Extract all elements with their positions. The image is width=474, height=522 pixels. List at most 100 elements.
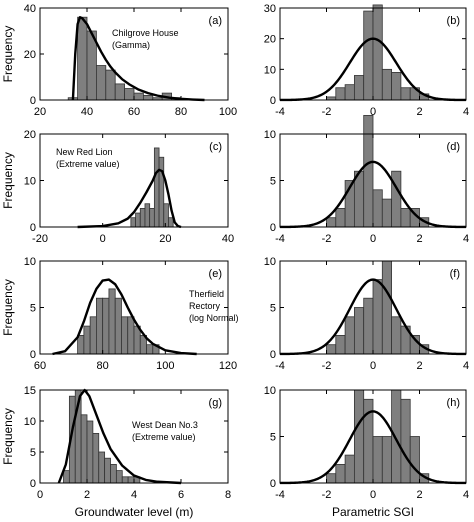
bar [335, 207, 346, 228]
bar [335, 87, 346, 101]
y-tick-label: 5 [270, 432, 276, 444]
bar [115, 470, 123, 484]
bar [102, 297, 110, 355]
bar [400, 87, 411, 101]
x-tick-label: 40 [222, 233, 234, 245]
y-axis-label: Frequency [1, 408, 15, 465]
bar [83, 325, 91, 355]
x-tick-label: 2 [416, 233, 422, 245]
bar [80, 414, 88, 484]
y-tick-label: 5 [30, 447, 36, 459]
x-tick-label: 2 [416, 489, 422, 501]
x-tick-label: 4 [463, 489, 469, 501]
y-tick-label: 10 [24, 256, 36, 268]
x-tick-label: 4 [131, 489, 137, 501]
annotation: West Dean No.3 [132, 420, 198, 430]
bar [391, 316, 402, 355]
x-tick-label: 60 [34, 360, 46, 372]
annotation: Rectory [189, 301, 221, 311]
panel-letter: (e) [209, 268, 222, 280]
panel-letter: (h) [447, 397, 460, 409]
panel-letter: (b) [447, 15, 460, 27]
bar [144, 203, 151, 228]
y-tick-label: 5 [270, 303, 276, 315]
bar [363, 10, 374, 101]
bar [124, 88, 135, 101]
bar [372, 436, 383, 484]
x-tick-label: 0 [37, 489, 43, 501]
bar [96, 65, 107, 101]
bar [98, 451, 106, 484]
bar [127, 476, 135, 484]
bar [372, 189, 383, 228]
x-tick-label: -2 [322, 106, 332, 118]
y-tick-label: 0 [30, 222, 36, 234]
y-tick-label: 10 [264, 64, 276, 76]
x-tick-label: 120 [219, 360, 237, 372]
x-tick-label: 0 [100, 233, 106, 245]
bar [363, 297, 374, 355]
y-tick-label: 0 [30, 349, 36, 361]
x-tick-label: -20 [32, 233, 48, 245]
y-tick-label: 0 [30, 478, 36, 490]
x-tick-label: 40 [81, 106, 93, 118]
x-tick-label: 0 [370, 489, 376, 501]
x-tick-label: 0 [370, 360, 376, 372]
y-tick-label: 0 [270, 95, 276, 107]
fit-curve [71, 16, 205, 102]
bar [344, 454, 355, 484]
bar [63, 470, 70, 484]
bar [353, 307, 365, 355]
x-tick-label: 2 [416, 360, 422, 372]
bar [139, 207, 146, 228]
bar [391, 170, 402, 228]
x-tick-label: -2 [322, 360, 332, 372]
bar [149, 207, 155, 228]
x-tick-label: -4 [275, 106, 285, 118]
bar [121, 316, 129, 355]
x-tick-label: -4 [275, 360, 285, 372]
bar [135, 212, 141, 228]
bar [104, 457, 111, 484]
bar [381, 198, 392, 228]
bar [391, 72, 402, 101]
x-axis-label: Groundwater level (m) [75, 505, 194, 519]
y-tick-label: 10 [264, 385, 276, 397]
bar [77, 16, 88, 101]
x-tick-label: -2 [322, 489, 332, 501]
annotation: (Extreme value) [132, 432, 196, 442]
bar [409, 436, 420, 484]
bar [96, 297, 104, 355]
bar [372, 279, 383, 355]
bar [363, 115, 374, 228]
fit-curve [52, 278, 197, 356]
y-tick-label: 10 [264, 256, 276, 268]
y-axis-label: Frequency [1, 279, 15, 336]
x-tick-label: 80 [175, 106, 187, 118]
bar [77, 334, 85, 355]
x-axis-label: Parametric SGI [332, 505, 414, 519]
bar [344, 84, 355, 101]
bar [381, 68, 392, 101]
bar [326, 217, 337, 228]
bar [121, 476, 129, 484]
panel-letter: (a) [209, 15, 222, 27]
y-tick-label: 30 [264, 3, 276, 15]
bar [146, 344, 154, 355]
panel-letter: (c) [209, 141, 222, 153]
bar [381, 436, 392, 484]
fit-curve [57, 388, 182, 485]
y-tick-label: 0 [30, 95, 36, 107]
x-tick-label: -4 [275, 489, 285, 501]
bar [114, 83, 125, 101]
bar [130, 217, 136, 228]
y-tick-label: 40 [24, 3, 36, 15]
y-tick-label: 15 [24, 385, 36, 397]
fit-curve [279, 410, 467, 485]
panel-letter: (g) [209, 397, 222, 409]
bar [127, 316, 135, 355]
x-tick-label: 60 [128, 106, 140, 118]
x-tick-label: 4 [463, 360, 469, 372]
